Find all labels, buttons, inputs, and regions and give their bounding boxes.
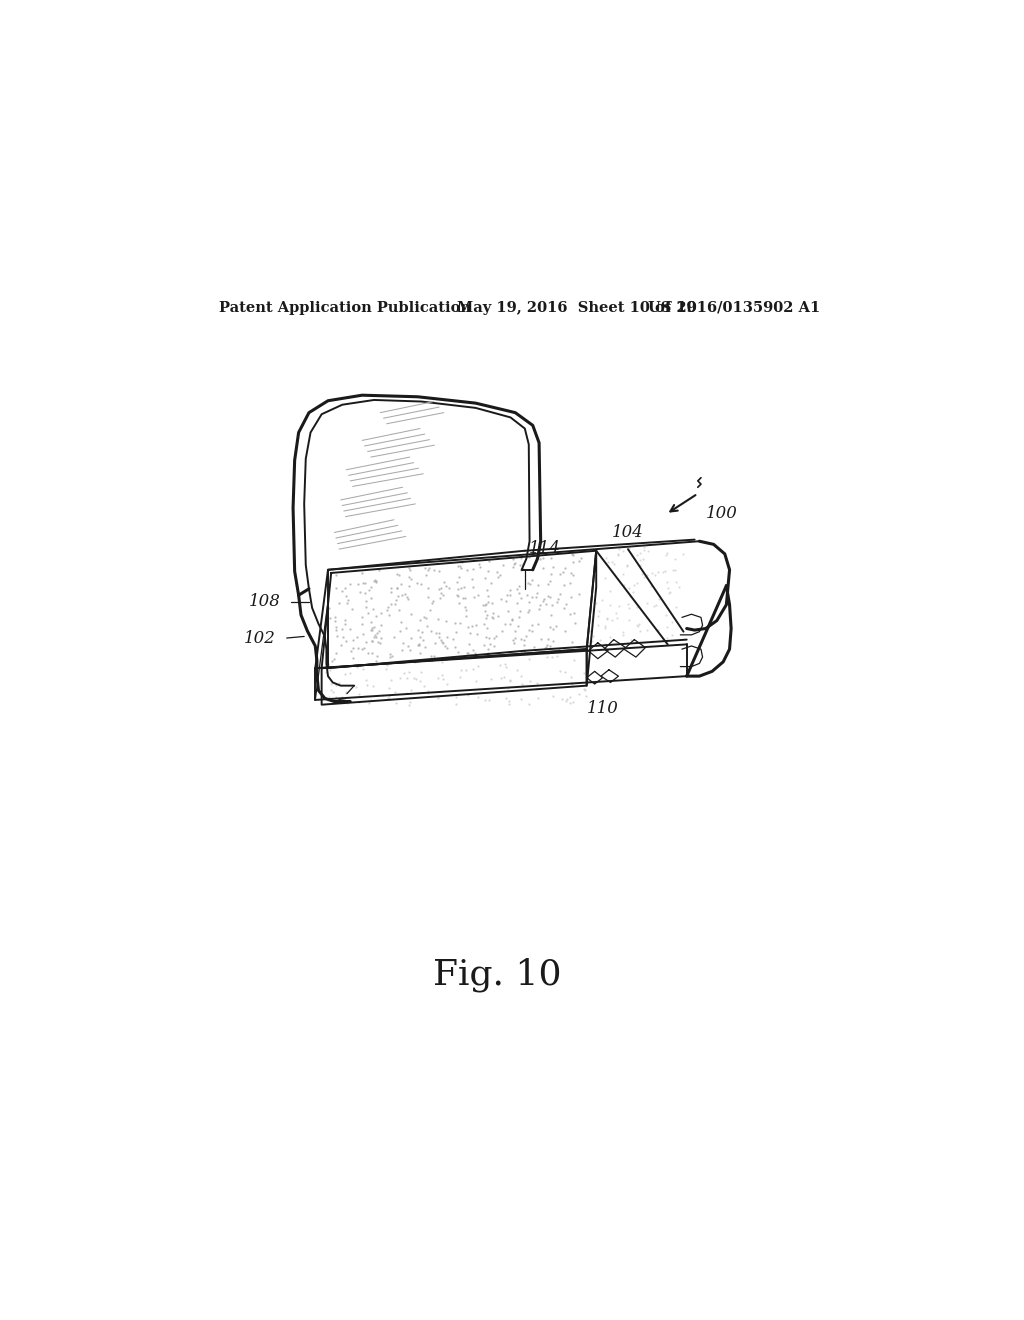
Text: 114: 114 [528,540,561,557]
Text: 104: 104 [612,524,644,541]
Text: US 2016/0135902 A1: US 2016/0135902 A1 [648,301,820,315]
Text: May 19, 2016  Sheet 10 of 19: May 19, 2016 Sheet 10 of 19 [458,301,697,315]
Text: Patent Application Publication: Patent Application Publication [219,301,471,315]
Text: 108: 108 [249,593,281,610]
Text: 110: 110 [587,700,618,717]
Text: Fig. 10: Fig. 10 [433,957,561,991]
Text: 100: 100 [706,504,737,521]
Text: 102: 102 [244,630,275,647]
